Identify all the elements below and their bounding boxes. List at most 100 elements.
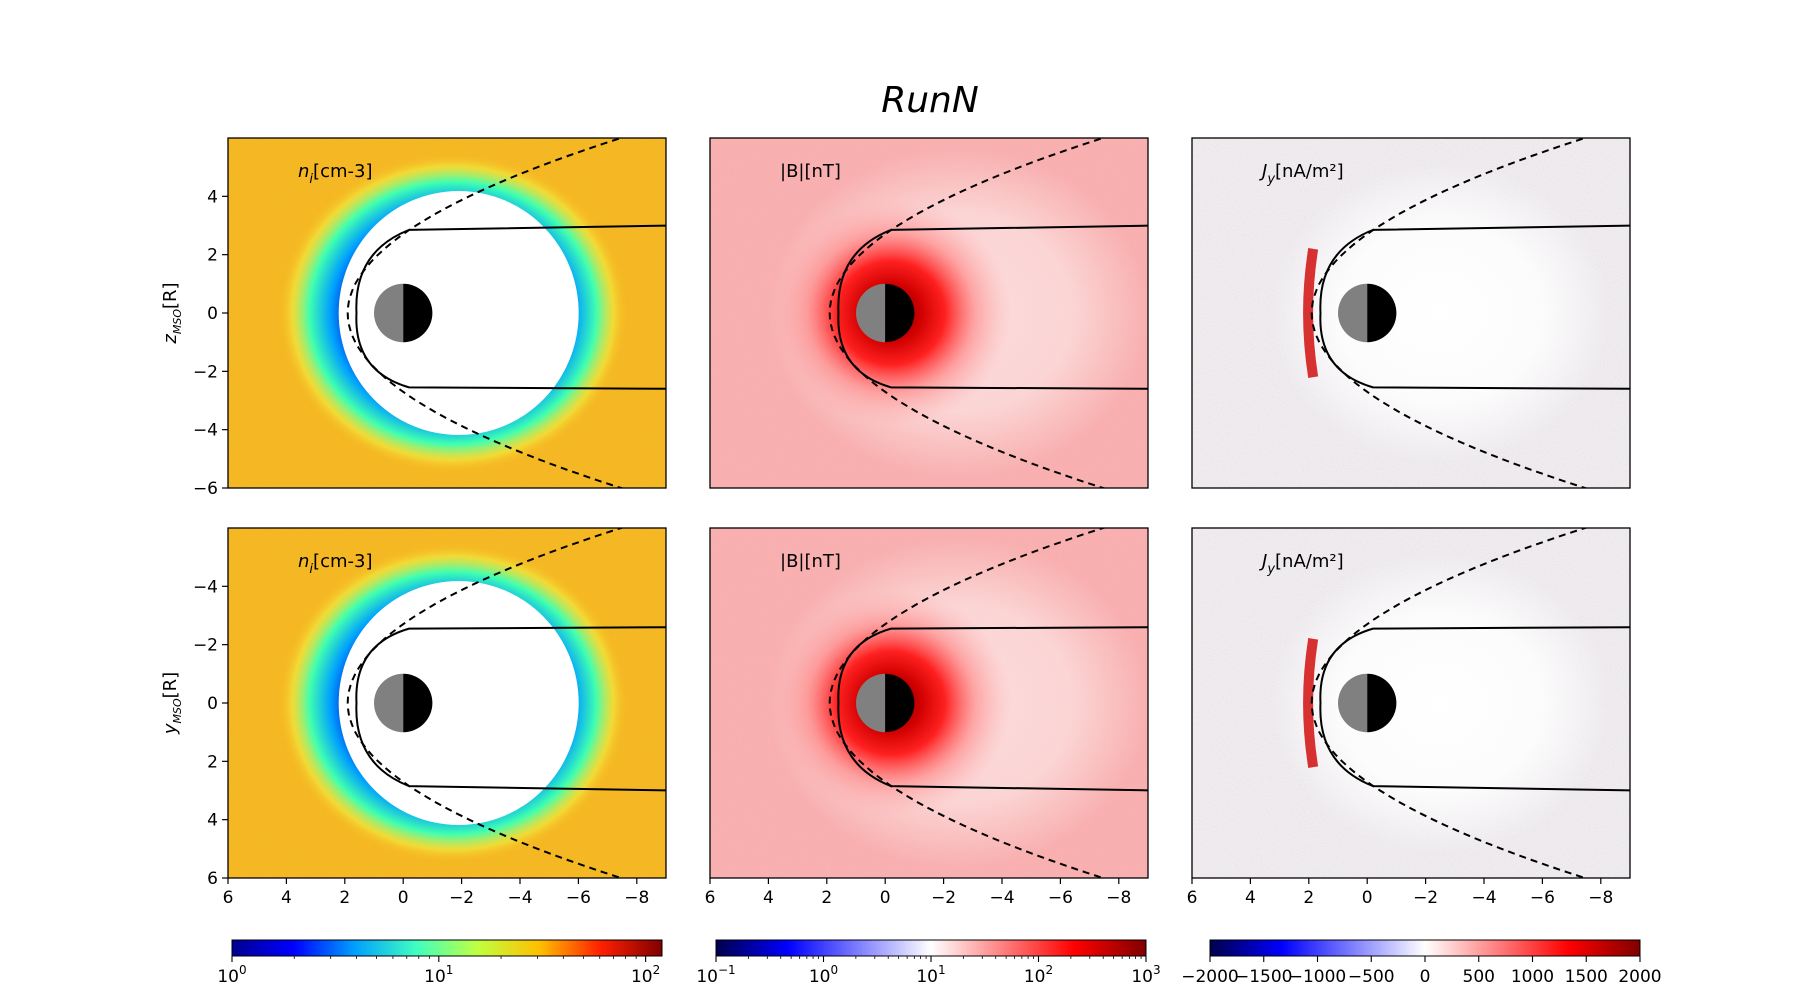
x-tick-label: 4 — [763, 888, 774, 908]
panel-current-xy: Jy[nA/m²] 6 4 2 0 −2 −4 −6 −8 — [1187, 527, 1631, 908]
x-tick-label: 6 — [705, 888, 716, 908]
planet-nightside — [403, 283, 433, 343]
planet-nightside — [1367, 283, 1397, 343]
x-tick-label: −8 — [624, 888, 649, 908]
y-tick-label: 4 — [207, 187, 218, 207]
bow-shock-line — [1310, 528, 1589, 878]
planet-nightside — [1367, 673, 1397, 733]
magnetopause-line — [1319, 626, 1630, 792]
x-tick-label: 2 — [339, 888, 350, 908]
y-tick-label: 0 — [207, 304, 218, 324]
planet-nightside — [885, 283, 915, 343]
cavity-region — [338, 191, 579, 435]
y-axis-label: yMSO[R] — [160, 672, 184, 735]
planet-dayside — [856, 283, 886, 343]
panel-frame — [709, 137, 1149, 489]
colorbar-tick-label: −2000 — [1181, 967, 1239, 987]
x-tick-label: −2 — [1413, 888, 1438, 908]
x-tick-label: −4 — [1471, 888, 1496, 908]
field-colorbar: 10−1 100 101 102 103 — [696, 939, 1161, 987]
y-axis-label: zMSO[R] — [160, 282, 184, 344]
colorbar-tick-label: 103 — [1131, 963, 1160, 987]
magnetopause-line — [837, 626, 1148, 792]
magnetopause-line — [355, 626, 666, 792]
bow-shock-line — [828, 528, 1107, 878]
colorbar-tick-label: 1500 — [1565, 967, 1608, 987]
y-tick-label: 2 — [207, 246, 218, 266]
x-tick-label: −2 — [449, 888, 474, 908]
planet-nightside — [403, 673, 433, 733]
x-tick-label: 0 — [398, 888, 409, 908]
planet-dayside — [1337, 673, 1368, 733]
panel-label: |B|[nT] — [780, 161, 841, 182]
colorbar-tick-label: 2000 — [1618, 967, 1661, 987]
current-sheet — [1303, 248, 1319, 378]
y-tick-label: −6 — [193, 479, 218, 499]
y-tick-label: 6 — [207, 869, 218, 889]
x-tick-label: −6 — [1048, 888, 1073, 908]
y-tick-label: 2 — [207, 752, 218, 772]
colorbar-tick-label: 500 — [1463, 967, 1495, 987]
colorbar-tick-label: 0 — [1420, 967, 1431, 987]
x-tick-label: 2 — [821, 888, 832, 908]
x-tick-label: 6 — [1187, 888, 1198, 908]
colorbar-tick-label: 100 — [217, 963, 246, 987]
panel-frame — [709, 527, 1149, 879]
colorbar-tick-label: 100 — [809, 963, 838, 987]
panel-density-xy: ni[cm-3] −4 −2 0 2 4 6 yMSO[R] 6 4 2 0 −2 −4 −6 −8 — [160, 527, 667, 908]
bow-shock-line — [346, 138, 625, 488]
x-tick-label: 0 — [1362, 888, 1373, 908]
colorbar-tick-label: 101 — [424, 963, 453, 987]
cavity-region — [338, 581, 579, 825]
colorbar-tick-label: −1000 — [1289, 967, 1347, 987]
y-tick-label: −2 — [193, 636, 218, 656]
planet-nightside — [885, 673, 915, 733]
x-tick-label: −8 — [1106, 888, 1131, 908]
planet-dayside — [1337, 283, 1368, 343]
panel-magnetic-field-xy: |B|[nT] 6 4 2 0 −2 −4 −6 −8 — [705, 527, 1149, 908]
panel-label: ni[cm-3] — [298, 161, 372, 187]
panel-label: |B|[nT] — [780, 551, 841, 572]
panel-frame — [1191, 137, 1631, 489]
planet-dayside — [374, 283, 404, 343]
colorbar-tick-label: −1500 — [1235, 967, 1293, 987]
x-tick-label: 4 — [281, 888, 292, 908]
x-tick-label: −6 — [566, 888, 591, 908]
panel-frame — [1191, 527, 1631, 879]
y-tick-label: −4 — [193, 577, 218, 597]
bow-shock-line — [1310, 138, 1589, 488]
magnetopause-line — [1319, 224, 1630, 390]
panel-label: Jy[nA/m²] — [1259, 161, 1344, 187]
panel-density-xz: ni[cm-3] 4 2 0 −2 −4 −6 zMSO[R] — [160, 137, 667, 499]
x-tick-label: −6 — [1530, 888, 1555, 908]
bow-shock-line — [346, 528, 625, 878]
panel-label: Jy[nA/m²] — [1259, 551, 1344, 577]
planet-dayside — [856, 673, 886, 733]
x-tick-label: 4 — [1245, 888, 1256, 908]
x-tick-label: 6 — [223, 888, 234, 908]
x-tick-label: −2 — [931, 888, 956, 908]
planet-dayside — [374, 673, 404, 733]
colorbar-tick-label: 1000 — [1511, 967, 1554, 987]
magnetopause-line — [355, 224, 666, 390]
colorbar-tick-label: 102 — [1024, 963, 1053, 987]
bow-shock-line — [828, 138, 1107, 488]
panel-current-xz: Jy[nA/m²] — [1191, 137, 1631, 489]
y-tick-label: −2 — [193, 362, 218, 382]
y-tick-label: 4 — [207, 811, 218, 831]
y-tick-label: 0 — [207, 694, 218, 714]
panel-magnetic-field-xz: |B|[nT] — [709, 137, 1149, 489]
x-tick-label: −8 — [1588, 888, 1613, 908]
density-colorbar: 100 101 102 — [217, 939, 663, 987]
colorbar-group: 100 101 102 10−1 100 101 102 103 −2000−1500−1000… — [217, 939, 1662, 987]
panel-grid: ni[cm-3] 4 2 0 −2 −4 −6 zMSO[R] |B|[nT] Jy[nA/m²]… — [160, 137, 1631, 908]
colorbar-tick-label: 101 — [916, 963, 945, 987]
colorbar-tick-label: 102 — [631, 963, 660, 987]
current-colorbar: −2000−1500−1000 −500 0 500 1000 1500 2000 — [1181, 939, 1662, 987]
panel-label: ni[cm-3] — [298, 551, 372, 577]
x-tick-label: 0 — [880, 888, 891, 908]
magnetopause-line — [837, 224, 1148, 390]
current-sheet — [1303, 638, 1319, 768]
y-tick-label: −4 — [193, 421, 218, 441]
